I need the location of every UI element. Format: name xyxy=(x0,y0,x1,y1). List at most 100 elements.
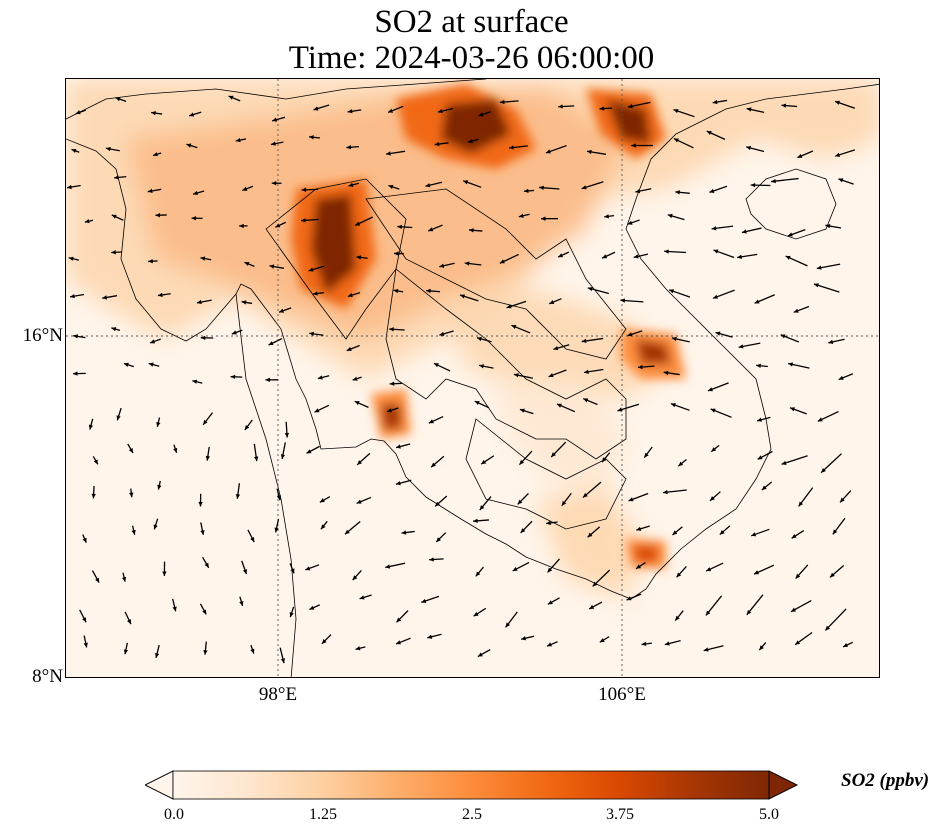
wind-arrow xyxy=(79,609,87,623)
wind-arrow xyxy=(798,487,814,507)
wind-arrow xyxy=(317,375,330,380)
wind-arrow xyxy=(520,520,533,534)
wind-arrow xyxy=(66,184,81,190)
wind-arrow xyxy=(820,453,842,474)
wind-arrow xyxy=(499,99,519,105)
hotspot-core xyxy=(606,99,651,144)
wind-arrow xyxy=(265,377,278,383)
wind-arrow xyxy=(244,261,255,267)
wind-arrow xyxy=(275,221,287,228)
wind-arrow xyxy=(789,407,807,415)
wind-arrow xyxy=(427,633,442,639)
wind-arrow xyxy=(746,107,765,113)
colorbar-tick: 2.5 xyxy=(462,806,482,823)
wind-arrow xyxy=(401,530,415,535)
wind-arrow xyxy=(200,335,214,341)
wind-arrow xyxy=(587,286,609,295)
wind-arrow xyxy=(129,488,134,498)
wind-arrow xyxy=(395,443,411,449)
wind-arrow xyxy=(670,403,690,411)
wind-arrow xyxy=(188,111,202,117)
wind-arrow xyxy=(583,368,604,374)
wind-arrow xyxy=(309,135,321,140)
wind-arrow xyxy=(601,452,611,463)
wind-arrow xyxy=(738,342,761,349)
lat-label-8n: 8°N xyxy=(32,666,63,687)
wind-arrow xyxy=(761,481,773,491)
wind-arrow xyxy=(239,223,248,229)
wind-arrow xyxy=(439,330,454,336)
wind-arrow xyxy=(346,145,360,150)
wind-arrow xyxy=(771,177,799,184)
wind-arrow xyxy=(817,410,839,422)
wind-arrow xyxy=(102,295,118,300)
wind-arrow xyxy=(797,150,814,159)
wind-arrow xyxy=(421,595,440,603)
wind-arrow xyxy=(242,185,254,192)
wind-arrow xyxy=(320,520,328,530)
wind-arrow xyxy=(713,249,735,259)
wind-arrow xyxy=(539,185,560,190)
wind-arrow xyxy=(581,181,604,190)
wind-arrow xyxy=(73,334,86,339)
wind-arrow xyxy=(92,456,99,465)
wind-arrow xyxy=(715,331,733,338)
wind-arrow xyxy=(91,485,96,499)
wind-arrow xyxy=(312,291,324,296)
wind-arrow xyxy=(388,184,400,190)
so2-map xyxy=(66,79,879,677)
wind-arrow xyxy=(737,253,758,259)
wind-arrow xyxy=(473,518,490,524)
wind-arrow xyxy=(557,251,570,258)
wind-arrow xyxy=(674,610,684,622)
wind-arrow xyxy=(427,224,443,232)
wind-arrow xyxy=(354,216,374,227)
wind-arrow xyxy=(84,218,94,224)
wind-arrow xyxy=(321,634,332,645)
wind-arrow xyxy=(517,492,529,505)
lon-label-106e: 106°E xyxy=(598,684,646,705)
wind-arrow xyxy=(114,175,127,180)
wind-arrow xyxy=(75,109,87,115)
wind-arrow xyxy=(428,415,444,424)
wind-arrow xyxy=(462,180,482,188)
colorbar-body xyxy=(172,770,770,800)
wind-arrow xyxy=(394,251,404,256)
wind-arrow xyxy=(756,416,771,422)
wind-arrow xyxy=(746,145,765,153)
wind-arrow xyxy=(241,300,253,305)
colorbar-min-extend xyxy=(143,770,174,800)
wind-arrow xyxy=(186,143,198,149)
wind-arrow xyxy=(131,525,136,535)
wind-arrow xyxy=(547,597,560,605)
wind-arrow xyxy=(111,327,121,332)
wind-arrow xyxy=(395,610,409,623)
wind-arrow xyxy=(156,417,161,428)
wind-arrow xyxy=(637,364,655,370)
wind-arrow xyxy=(673,109,695,118)
wind-arrow xyxy=(300,218,319,223)
wind-arrow xyxy=(154,644,160,659)
wind-arrow xyxy=(834,100,856,109)
wind-arrow xyxy=(506,300,527,309)
wind-arrow xyxy=(561,492,572,507)
wind-arrow xyxy=(741,227,762,234)
wind-arrow xyxy=(459,294,479,302)
wind-arrow xyxy=(347,109,362,114)
wind-arrow xyxy=(758,642,767,651)
wind-arrow xyxy=(395,479,412,486)
wind-arrow xyxy=(425,181,443,188)
colorbar-tick: 0.0 xyxy=(164,806,184,823)
wind-arrow xyxy=(82,534,87,544)
wind-arrow xyxy=(359,594,372,600)
wind-arrow xyxy=(756,363,768,368)
wind-arrow xyxy=(123,642,129,655)
wind-arrow xyxy=(548,369,567,378)
wind-arrow xyxy=(479,496,492,511)
wind-vectors xyxy=(66,95,856,664)
wind-arrow xyxy=(476,336,492,343)
wind-arrow xyxy=(631,143,653,148)
wind-arrow xyxy=(635,562,646,570)
wind-arrow xyxy=(271,116,286,122)
wind-arrow xyxy=(813,283,840,293)
